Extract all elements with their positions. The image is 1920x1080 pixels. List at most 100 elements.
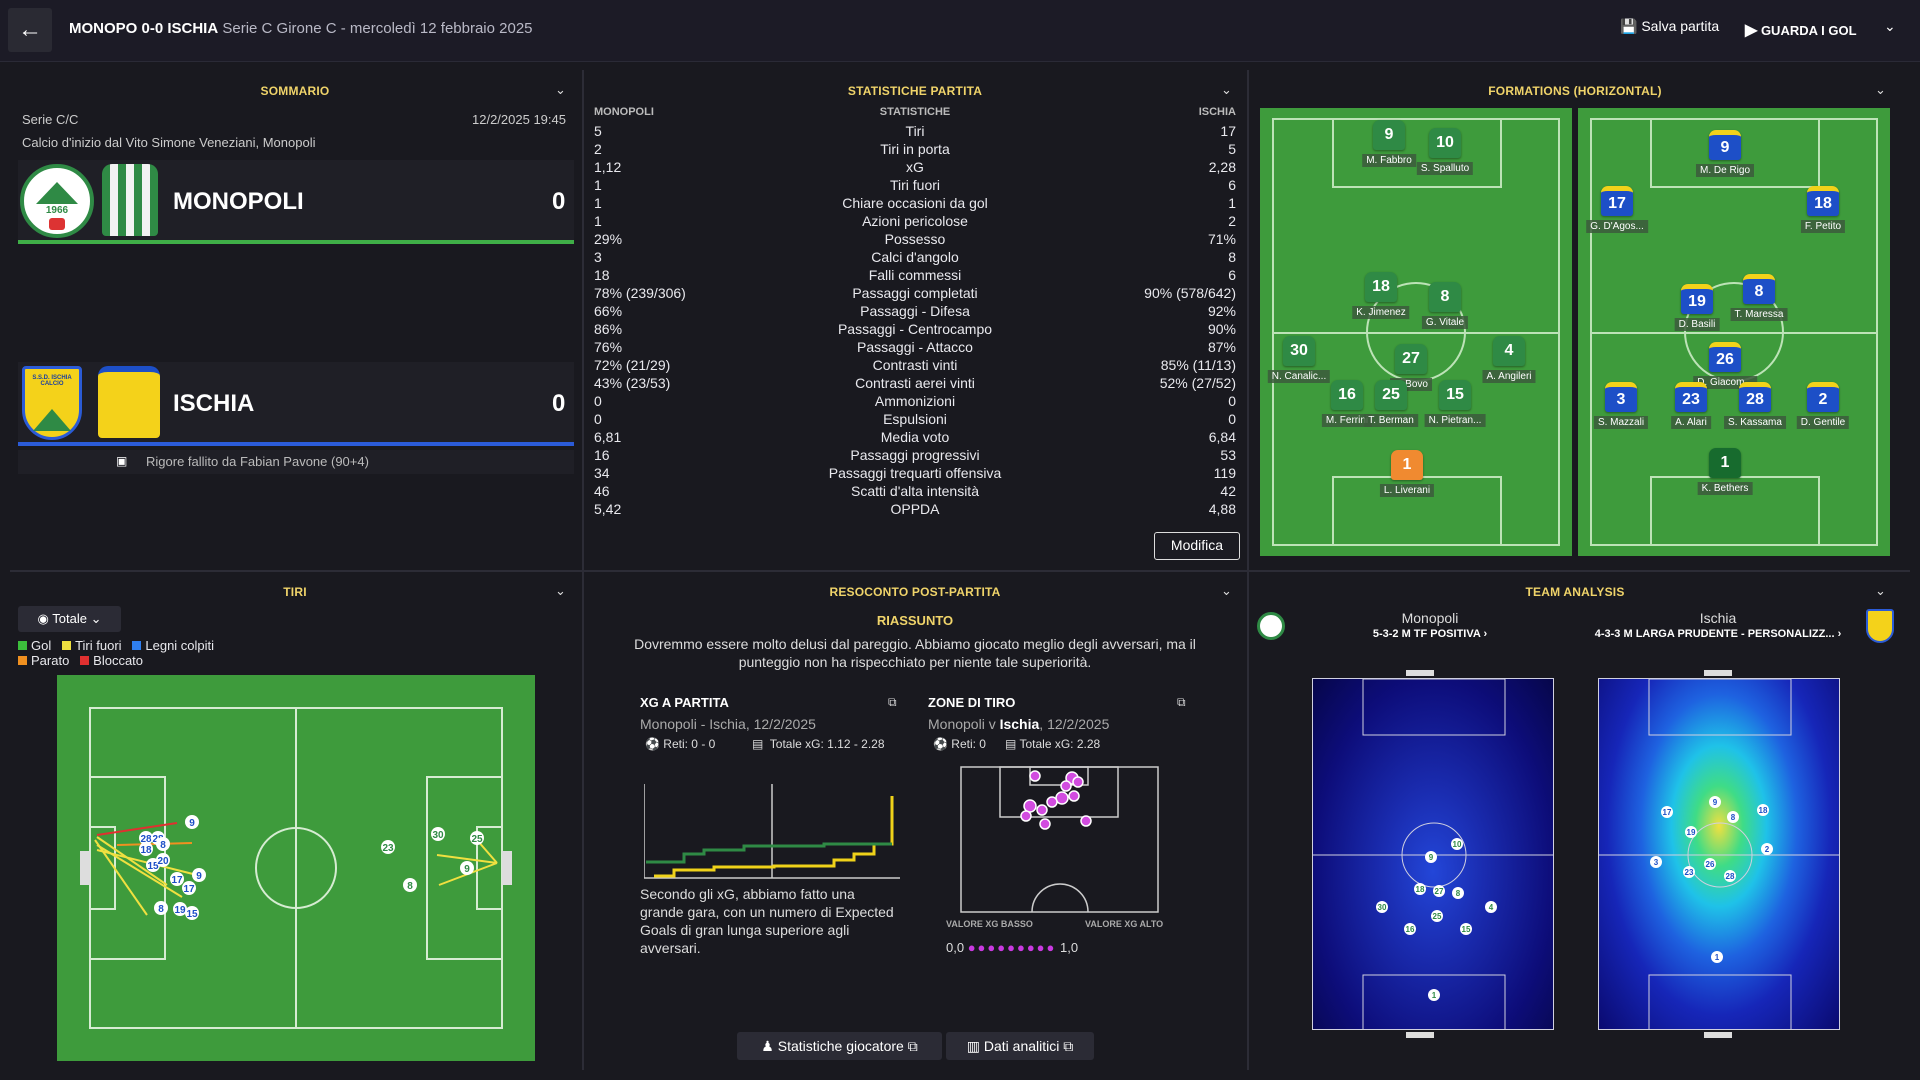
stat-away-value: 52% (27/52) [1159,375,1236,391]
svg-text:9: 9 [1713,798,1718,807]
player-marker[interactable]: 8 G. Vitale [1421,282,1469,329]
stat-home-value: 6,81 [594,429,622,445]
match-event-row: ▣ Rigore fallito da Fabian Pavone (90+4) [18,450,574,474]
stat-home-value: 72% (21/29) [594,357,671,373]
player-marker[interactable]: 9 M. Fabbro [1362,120,1416,167]
player-marker[interactable]: 9 M. De Rigo [1695,130,1755,177]
player-stats-button[interactable]: ♟ Statistiche giocatore ⧉ [737,1032,942,1060]
player-marker[interactable]: 30 N. Canalic... [1267,336,1331,383]
player-number: 1 [1720,454,1730,471]
goal-marker [1704,1032,1732,1038]
shots-header: TIRI [283,585,307,599]
svg-text:20: 20 [157,856,169,867]
player-number: 1 [1402,456,1412,473]
stat-name: Passaggi - Centrocampo [837,321,993,337]
home-crest-icon: 1966 [20,164,94,238]
player-marker[interactable]: 27 L. Bovo [1390,344,1432,391]
svg-text:23: 23 [382,843,394,854]
home-heatmap-svg: 1 9 10 18 27 8 30 4 25 16 15 [1313,679,1553,1029]
svg-text:10: 10 [1453,840,1462,849]
chevron-down-icon[interactable]: ⌄ [1221,583,1232,598]
player-marker[interactable]: 26 D. Giacom... [1693,342,1757,389]
player-number: 28 [1746,390,1764,408]
svg-text:8: 8 [407,881,413,892]
stat-row: 6,81 Media voto 6,84 [594,429,1236,447]
save-match-button[interactable]: 💾 Salva partita [1620,18,1719,35]
player-name: L. Liverani [1379,484,1435,497]
home-formation-pitch: 9 M. Fabbro 10 S. Spalluto 18 K. Jimenez 8 G. V… [1260,108,1572,556]
chevron-down-icon[interactable]: ⌄ [1875,583,1886,598]
stat-home-value: 0 [594,411,602,427]
zones-sub-c: , 12/2/2025 [1039,716,1110,732]
watch-goals-button[interactable]: ▶ GUARDA I GOL [1745,20,1857,40]
svg-text:17: 17 [183,884,195,895]
player-name: S. Spalluto [1416,162,1474,175]
stat-row: 5 Tiri 17 [594,123,1236,141]
stat-home-value: 3 [594,249,602,265]
shirt-icon: 25 [1375,380,1407,410]
player-marker[interactable]: 8 T. Maressa [1730,274,1788,321]
legend-woodwork: Legni colpiti [132,638,214,653]
shirt-icon: 23 [1675,382,1707,412]
chevron-down-icon[interactable]: ⌄ [1221,82,1232,97]
svg-text:18: 18 [1759,806,1768,815]
chevron-down-icon[interactable]: ⌄ [555,82,566,97]
stat-away-value: 90% (578/642) [1144,285,1236,301]
zones-sub-a: Monopoli v [928,716,1000,732]
player-number: 9 [1720,138,1730,156]
analytics-button[interactable]: ▥ Dati analitici ⧉ [946,1032,1094,1060]
svg-text:9: 9 [464,864,470,875]
zones-sub-b: Ischia [999,716,1040,732]
edit-button[interactable]: Modifica [1154,532,1240,560]
player-number: 27 [1402,350,1420,367]
stats-header: STATISTICHE PARTITA [847,84,983,98]
player-number: 4 [1504,342,1514,359]
svg-text:17: 17 [1663,808,1672,817]
player-marker[interactable]: 10 S. Spalluto [1416,128,1474,175]
stat-name: Calci d'angolo [871,249,959,265]
back-button[interactable]: ← [8,8,52,52]
shirt-icon: 8 [1743,274,1775,304]
analysis-away-tactic[interactable]: 4-3-3 M LARGA PRUDENTE - PERSONALIZZ... … [1594,628,1842,640]
player-marker[interactable]: 18 F. Petito [1800,186,1846,233]
player-marker[interactable]: 3 S. Mazzali [1593,382,1649,429]
player-marker[interactable]: 16 M. Ferrini [1321,380,1373,427]
player-number: 19 [1688,292,1706,310]
stat-home-value: 2 [594,141,602,157]
stat-row: 72% (21/29) Contrasti vinti 85% (11/13) [594,357,1236,375]
svg-text:4: 4 [1489,903,1494,912]
player-marker[interactable]: 1 L. Liverani [1379,450,1435,497]
player-marker[interactable]: 2 D. Gentile [1796,382,1850,429]
shirt-icon: 28 [1739,382,1771,412]
player-number: 10 [1436,134,1454,151]
shirt-icon: 18 [1807,186,1839,216]
expand-icon[interactable]: ⧉ [1177,695,1186,709]
shots-filter-dropdown[interactable]: ◉ Totale ⌄ [18,606,121,632]
player-marker[interactable]: 28 S. Kassama [1724,382,1786,429]
player-marker[interactable]: 23 A. Alari [1671,382,1711,429]
svg-text:8: 8 [1456,889,1461,898]
chevron-down-icon[interactable]: ⌄ [1884,18,1896,34]
expand-icon[interactable]: ⧉ [888,695,897,709]
home-tactic-label: 5-3-2 M TF POSITIVA [1372,628,1481,640]
player-marker[interactable]: 15 N. Pietran... [1424,380,1486,427]
chevron-down-icon[interactable]: ⌄ [1875,82,1886,97]
chevron-down-icon[interactable]: ⌄ [555,583,566,598]
analysis-home-tactic[interactable]: 5-3-2 M TF POSITIVA › [1372,628,1488,640]
svg-text:8: 8 [1731,813,1736,822]
player-marker[interactable]: 4 A. Angileri [1482,336,1536,383]
player-name: F. Petito [1800,220,1846,233]
home-team-row[interactable]: 1966 MONOPOLI 0 [18,160,574,244]
player-marker[interactable]: 1 K. Bethers [1697,448,1753,495]
xg-timeline-chart [644,784,900,879]
stat-name: Tiri in porta [880,141,950,157]
away-team-row[interactable]: S.S.D. ISCHIA CALCIO ISCHIA 0 [18,362,574,446]
player-marker[interactable]: 18 K. Jimenez [1352,272,1410,319]
stat-away-value: 2,28 [1208,159,1236,175]
player-marker[interactable]: 25 T. Berman [1364,380,1418,427]
player-number: 16 [1338,386,1356,403]
player-marker[interactable]: 17 G. D'Agos... [1586,186,1648,233]
stat-row: 86% Passaggi - Centrocampo 90% [594,321,1236,339]
player-marker[interactable]: 19 D. Basili [1674,284,1720,331]
svg-text:1: 1 [1715,953,1720,962]
